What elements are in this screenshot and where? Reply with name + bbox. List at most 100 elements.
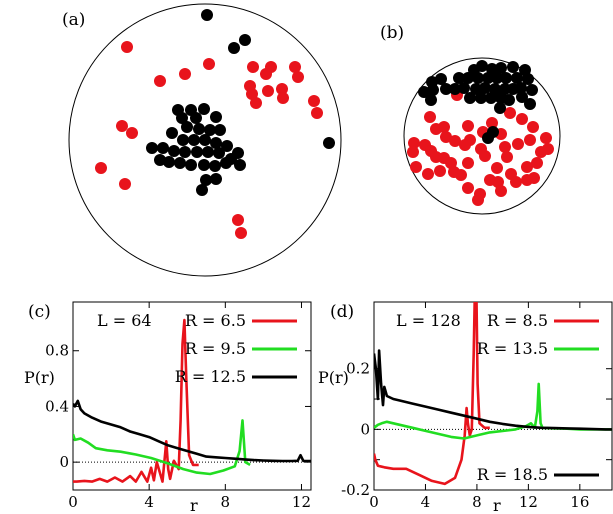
panel-d-legend-label-2: R = 13.5 [477, 339, 548, 358]
panel-b-red-particle [464, 134, 476, 146]
panel-d-ylabel: P(r) [318, 368, 349, 387]
panel-a-label: (a) [62, 10, 85, 30]
panel-a-red-particle [203, 58, 215, 70]
panel-c-series-line-2 [73, 420, 250, 474]
panel-b-red-particle [407, 146, 419, 158]
panel-b-red-particle [424, 111, 436, 123]
panel-a-black-particle [168, 145, 180, 157]
panel-b-red-particle [491, 162, 503, 174]
panel-a-red-particle [121, 41, 133, 53]
panel-c: (c) L = 64 P(r) r 0 4 8 1200.40.8 R = 6.5 R… [24, 302, 311, 514]
panel-c-x-tick-label: 4 [144, 493, 154, 511]
panel-b-particles [407, 60, 554, 206]
panel-b-black-particle [507, 61, 519, 73]
panel-a-red-particle [126, 127, 138, 139]
panel-a-red-particle [247, 61, 259, 73]
panel-b-red-particle [472, 194, 484, 206]
panel-d-x-tick-label: 0 [369, 493, 379, 511]
panel-a-black-particle [166, 127, 178, 139]
panel-a-black-particle [174, 157, 186, 169]
panel-a-black-particle [214, 124, 226, 136]
panel-b-red-particle [499, 141, 511, 153]
panel-b-red-particle [527, 121, 539, 133]
panel-d-x-tick-label: 12 [519, 493, 538, 511]
panel-b-black-particle [464, 92, 476, 104]
panel-c-x-tick-label: 12 [292, 493, 311, 511]
panel-b-black-particle [482, 132, 494, 144]
panel-c-y-tick-label: 0 [59, 453, 69, 471]
panel-a-black-particle [210, 111, 222, 123]
panel-b-black-particle [524, 98, 536, 110]
panel-a-black-particle [228, 42, 240, 54]
panel-d-x-tick-label: 8 [472, 493, 482, 511]
panel-c-y-tick-label: 0.8 [45, 342, 69, 360]
panel-a-black-particle [210, 173, 222, 185]
panel-b-red-particle [462, 182, 474, 194]
panel-a-black-particle [163, 156, 175, 168]
panel-d-y-tick-label: 0 [360, 420, 370, 438]
panel-c-x-tick-label: 8 [221, 493, 231, 511]
panel-c-series-line-3 [73, 401, 311, 461]
panel-a-black-particle [323, 137, 335, 149]
panel-d-x-tick-label: 16 [570, 493, 589, 511]
panel-c-ylabel: P(r) [24, 368, 55, 387]
panel-a-black-particle [190, 112, 202, 124]
panel-b-black-particle [494, 102, 506, 114]
panel-d-plot-frame [374, 302, 612, 490]
panel-d-y-tick-label: -0.2 [341, 481, 370, 499]
panel-d-legend-label-1: R = 8.5 [487, 311, 548, 330]
panel-c-y-tick-label: 0.4 [45, 397, 69, 415]
panel-a-red-particle [119, 178, 131, 190]
panel-a-black-particle [213, 147, 225, 159]
panel-c-legend-label-1: R = 6.5 [185, 311, 246, 330]
panel-b-red-particle [410, 161, 422, 173]
panel-a-black-particle [201, 9, 213, 21]
panel-d-label: (d) [330, 302, 354, 322]
panel-a-black-particle [191, 146, 203, 158]
panel-b-red-particle [462, 120, 474, 132]
panel-a-black-particle [193, 123, 205, 135]
panel-b-red-particle [479, 150, 491, 162]
panel-b-red-particle [449, 135, 461, 147]
panel-b-red-particle [540, 132, 552, 144]
panel-a-red-particle [235, 227, 247, 239]
panel-b-black-particle [503, 94, 515, 106]
panel-c-series-line-1 [73, 320, 199, 482]
panel-a-red-particle [116, 120, 128, 132]
panel-c-legend-label-2: R = 9.5 [185, 339, 246, 358]
panel-a-red-particle [179, 68, 191, 80]
panel-a-black-particle [181, 121, 193, 133]
panel-b-red-particle [510, 176, 522, 188]
panel-a-black-particle [157, 142, 169, 154]
panel-a-red-particle [260, 68, 272, 80]
panel-b-red-particle [531, 157, 543, 169]
panel-a-black-particle [179, 146, 191, 158]
panel-b-red-particle [521, 174, 533, 186]
panel-a-black-particle [177, 134, 189, 146]
panel-d-legend-label-3: R = 18.5 [477, 465, 548, 484]
panel-b-red-particle [495, 185, 507, 197]
panel-a-black-particle [202, 146, 214, 158]
panel-b-red-particle [455, 169, 467, 181]
panel-b-red-particle [542, 143, 554, 155]
panel-a-red-particle [246, 88, 258, 100]
panel-a-red-particle [262, 85, 274, 97]
panel-c-plot: 0 4 8 12 0 0.4 0.8 [45, 302, 311, 511]
panel-a-black-particle [199, 134, 211, 146]
panel-b-red-particle [501, 151, 513, 163]
panel-c-xlabel: r [190, 496, 198, 514]
panel-a: (a) [62, 4, 341, 276]
panel-a-red-particle [154, 75, 166, 87]
panel-b-black-particle [500, 72, 512, 84]
panel-d: (d) L = 128 P(r) r 0 4 8 12 16-0.200.2 R = 8… [318, 284, 612, 514]
panel-a-black-particle [146, 142, 158, 154]
panel-a-red-particle [289, 61, 301, 73]
panel-b-red-particle [430, 151, 442, 163]
panel-a-red-particle [232, 214, 244, 226]
panel-d-annotation: L = 128 [396, 311, 461, 330]
panel-b-label: (b) [380, 23, 404, 43]
panel-a-red-particle [308, 95, 320, 107]
panel-a-particles [95, 9, 335, 239]
panel-b: (b) [380, 23, 560, 214]
